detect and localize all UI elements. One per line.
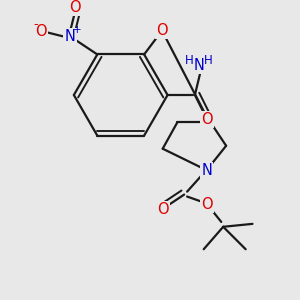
Text: +: + — [73, 25, 81, 35]
Text: N: N — [194, 58, 204, 73]
Text: O: O — [201, 112, 212, 127]
Text: N: N — [64, 29, 75, 44]
Text: O: O — [35, 25, 46, 40]
Text: H: H — [185, 54, 194, 68]
Text: O: O — [201, 197, 212, 212]
Text: -: - — [33, 18, 38, 31]
Text: N: N — [201, 163, 212, 178]
Text: H: H — [204, 54, 213, 68]
Text: O: O — [69, 0, 81, 15]
Text: O: O — [157, 202, 169, 217]
Text: O: O — [156, 22, 167, 38]
